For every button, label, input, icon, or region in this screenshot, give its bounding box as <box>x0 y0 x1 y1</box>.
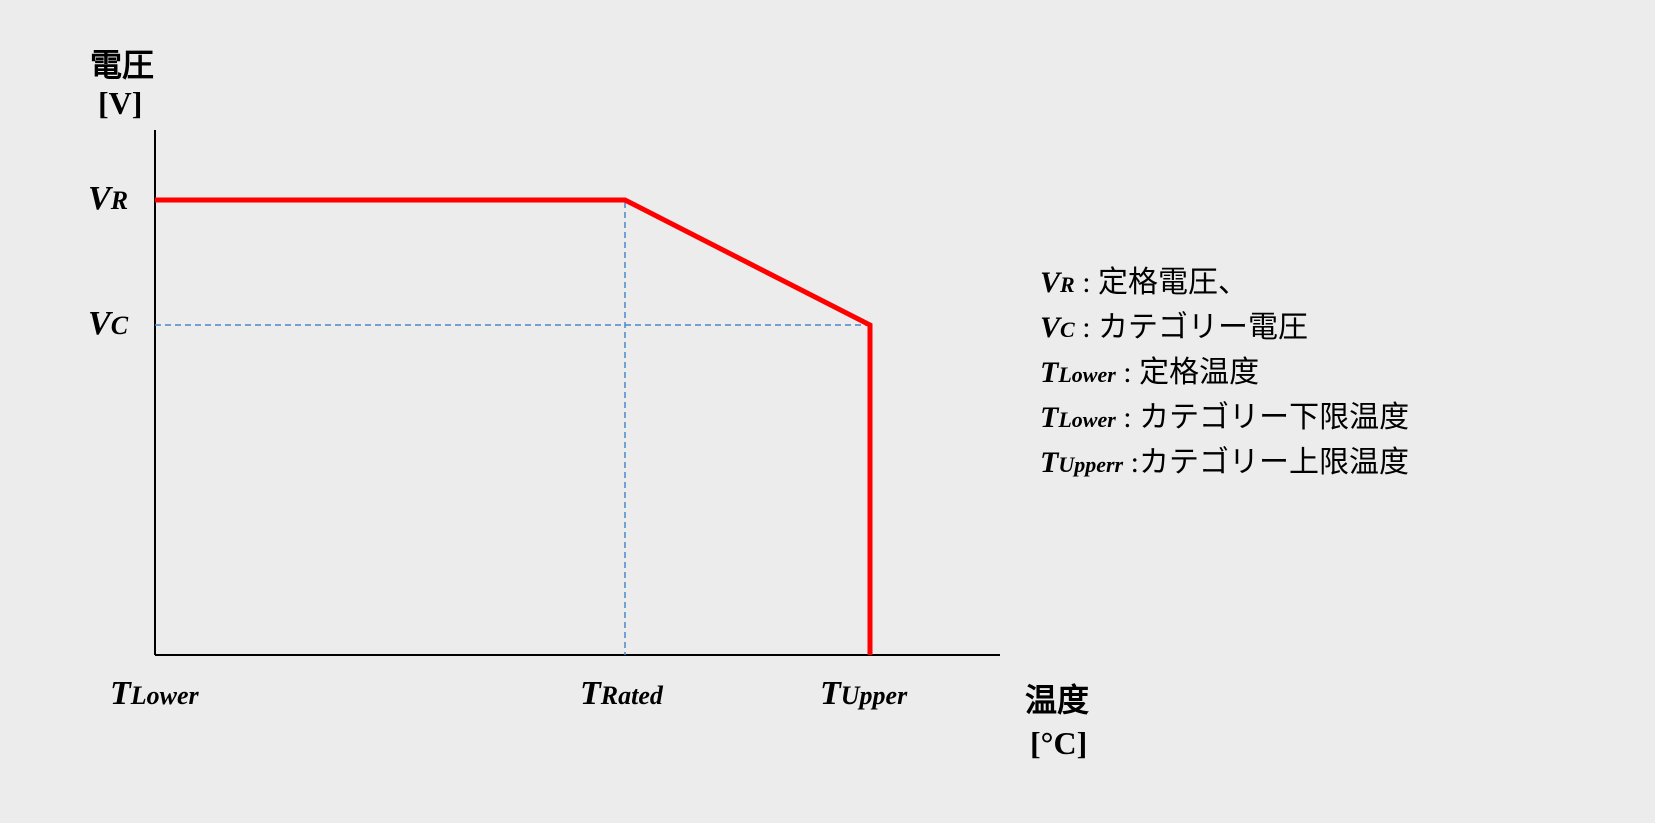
legend-item-tupper: TUpperr :カテゴリー上限温度 <box>1040 440 1409 485</box>
legend-tu-main: T <box>1040 446 1058 479</box>
x-tick-tlower-main: T <box>110 675 131 712</box>
legend-item-vr: VR : 定格電圧、 <box>1040 260 1409 305</box>
legend-tu-sub: Upperr <box>1058 452 1123 477</box>
x-tick-tupper-main: T <box>820 675 841 712</box>
legend-tl1-desc: : 定格温度 <box>1123 356 1259 389</box>
x-tick-tlower-sub: Lower <box>131 681 199 710</box>
y-tick-vc-main: V <box>88 305 111 342</box>
x-tick-tupper: TUpper <box>820 675 907 713</box>
derating-curve <box>155 200 870 655</box>
x-tick-trated-main: T <box>580 675 601 712</box>
x-tick-tupper-sub: Upper <box>841 681 907 710</box>
legend-vc-sub: C <box>1060 317 1075 342</box>
x-tick-trated-sub: Rated <box>601 681 663 710</box>
legend-tl2-main: T <box>1040 401 1058 434</box>
y-tick-vr-main: V <box>88 180 111 217</box>
x-axis-unit: [°C] <box>1030 725 1087 762</box>
legend-item-tlower1: TLower : 定格温度 <box>1040 350 1409 395</box>
legend-vr-main: V <box>1040 266 1060 299</box>
legend-vr-desc: : 定格電圧、 <box>1082 266 1248 299</box>
legend-tl1-main: T <box>1040 356 1058 389</box>
legend-tl2-desc: : カテゴリー下限温度 <box>1123 401 1409 434</box>
x-axis-title: 温度 <box>1025 675 1089 721</box>
legend-vc-main: V <box>1040 311 1060 344</box>
y-tick-vc: VC <box>88 305 128 343</box>
y-tick-vr: VR <box>88 180 128 218</box>
legend-tu-desc: :カテゴリー上限温度 <box>1131 446 1409 479</box>
x-tick-tlower: TLower <box>110 675 199 713</box>
legend-tl2-sub: Lower <box>1058 407 1115 432</box>
legend-item-tlower2: TLower : カテゴリー下限温度 <box>1040 395 1409 440</box>
y-tick-vr-sub: R <box>111 186 128 215</box>
legend: VR : 定格電圧、 VC : カテゴリー電圧 TLower : 定格温度 TL… <box>1040 260 1409 485</box>
derating-chart: 電圧 [V] VR VC TLower TRated TUpper 温度 [°C… <box>80 30 1580 790</box>
y-axis-unit: [V] <box>98 85 142 122</box>
legend-item-vc: VC : カテゴリー電圧 <box>1040 305 1409 350</box>
y-tick-vc-sub: C <box>111 311 128 340</box>
y-axis-title: 電圧 <box>90 40 154 86</box>
legend-vr-sub: R <box>1060 272 1075 297</box>
legend-tl1-sub: Lower <box>1058 362 1115 387</box>
legend-vc-desc: : カテゴリー電圧 <box>1082 311 1308 344</box>
x-tick-trated: TRated <box>580 675 663 713</box>
